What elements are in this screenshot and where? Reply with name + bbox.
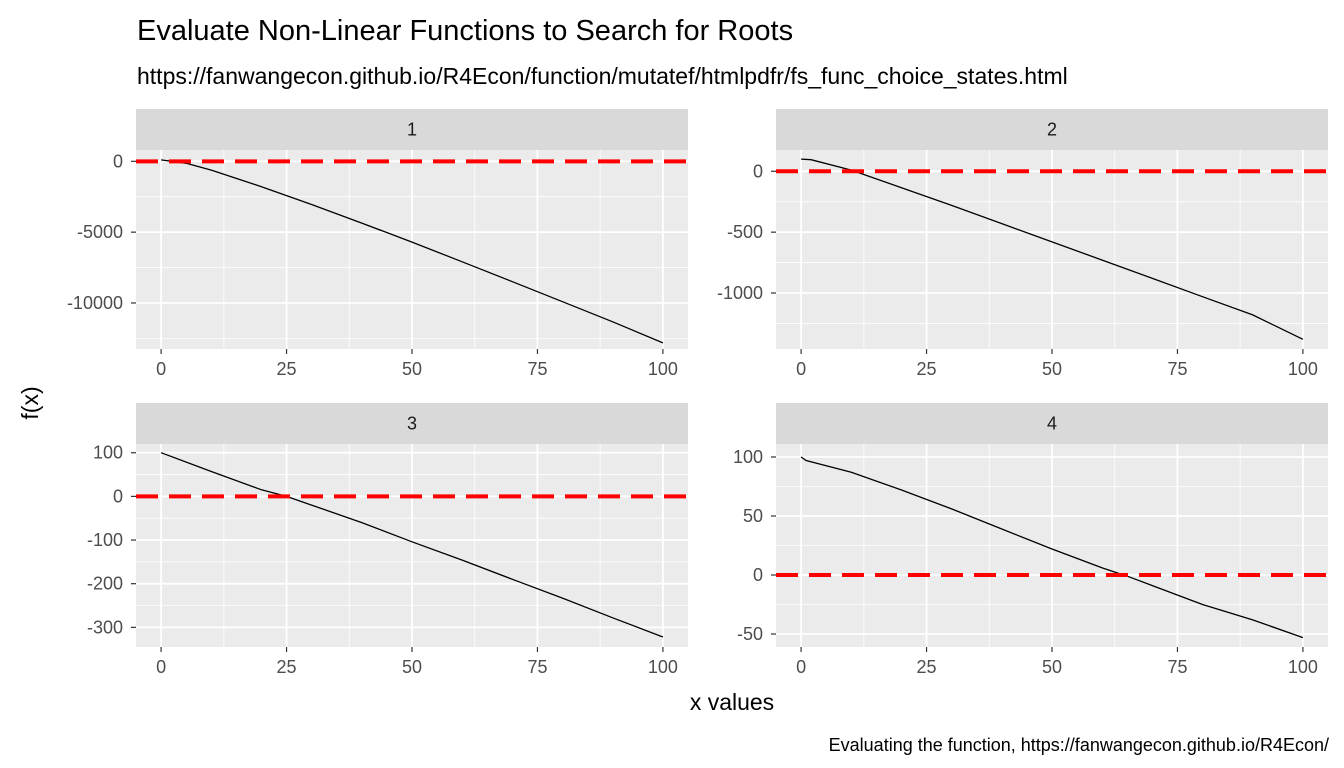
facet-strip-label: 2 (1047, 120, 1057, 140)
y-tick-label: 100 (93, 443, 123, 463)
function-line (800, 456, 1304, 639)
function-line (801, 158, 1304, 340)
y-tick-label: 0 (113, 486, 123, 506)
facet-panel-1: 1 0 25 50 75 100 0 -5000 -10000 (67, 109, 688, 379)
chart-caption: Evaluating the function, https://fanwang… (829, 735, 1329, 755)
x-tick-label: 0 (156, 359, 166, 379)
x-tick-label: 25 (917, 359, 937, 379)
function-line (160, 452, 664, 638)
facet-strip (776, 403, 1328, 444)
function-line (161, 159, 664, 344)
x-axis-title: x values (690, 689, 774, 715)
chart-title: Evaluate Non-Linear Functions to Search … (137, 15, 793, 47)
facet-panel-3: 3 0 25 50 75 100 100 0 -100 -200 -300 (87, 403, 688, 677)
facet-strip-label: 1 (407, 120, 417, 140)
x-tick-label: 75 (1167, 657, 1187, 677)
y-axis-title: f(x) (17, 386, 43, 419)
y-tick-label: -50 (737, 624, 763, 644)
x-tick-label: 75 (1167, 359, 1187, 379)
x-tick-label: 50 (1042, 657, 1062, 677)
facet-strip (136, 403, 688, 444)
facet-strip-label: 4 (1047, 414, 1057, 434)
y-tick-label: 0 (753, 565, 763, 585)
y-tick-label: 50 (743, 506, 763, 526)
x-tick-label: 0 (156, 657, 166, 677)
x-tick-label: 100 (648, 359, 678, 379)
x-tick-label: 100 (1288, 657, 1318, 677)
facet-strip (136, 109, 688, 150)
x-tick-label: 100 (648, 657, 678, 677)
chart-subtitle: https://fanwangecon.github.io/R4Econ/fun… (137, 63, 1068, 89)
y-tick-label: -500 (727, 222, 763, 242)
y-tick-label: 100 (733, 447, 763, 467)
x-tick-label: 50 (402, 657, 422, 677)
x-tick-label: 0 (796, 657, 806, 677)
y-tick-label: -1000 (717, 283, 763, 303)
y-tick-label: 0 (753, 161, 763, 181)
x-tick-label: 25 (917, 657, 937, 677)
x-tick-label: 25 (277, 359, 297, 379)
x-tick-label: 100 (1288, 359, 1318, 379)
x-tick-label: 50 (1042, 359, 1062, 379)
x-tick-label: 0 (796, 359, 806, 379)
facet-strip (776, 109, 1328, 150)
facet-panel-4: 4 0 25 50 75 100 100 50 0 -50 (733, 403, 1328, 677)
y-tick-label: -100 (87, 530, 123, 550)
y-tick-label: -200 (87, 574, 123, 594)
y-tick-label: -5000 (77, 222, 123, 242)
facet-strip-label: 3 (407, 414, 417, 434)
x-tick-label: 50 (402, 359, 422, 379)
facet-panel-2: 2 0 25 50 75 100 0 -500 -1000 (717, 109, 1328, 379)
x-tick-label: 25 (277, 657, 297, 677)
x-tick-label: 75 (527, 657, 547, 677)
y-tick-label: 0 (113, 151, 123, 171)
y-tick-label: -10000 (67, 293, 123, 313)
x-tick-label: 75 (527, 359, 547, 379)
y-tick-label: -300 (87, 617, 123, 637)
